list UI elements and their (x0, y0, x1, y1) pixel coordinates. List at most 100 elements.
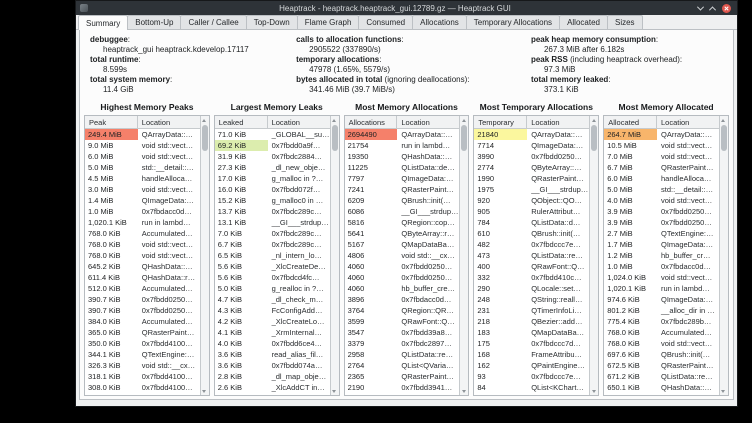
table-row[interactable]: 17.0 KiB g_malloc in ?… (215, 173, 330, 184)
table-row[interactable]: 350.0 KiB 0x7fbdd4100… (85, 338, 200, 349)
table-row[interactable]: 183 QMapDataBa… (474, 327, 589, 338)
table-row[interactable]: 1975 __GI___strdup… (474, 184, 589, 195)
table-row[interactable]: 249.4 MiB QArrayData::… (85, 129, 200, 140)
table-row[interactable]: 162 QPaintEngine… (474, 360, 589, 371)
table-row[interactable]: 1,020.1 KiB run in lambd… (85, 217, 200, 228)
scroll-down-icon[interactable] (330, 387, 339, 395)
scrollbar-thumb[interactable] (591, 125, 598, 151)
table-row[interactable]: 390.7 KiB 0x7fbdd0250… (85, 294, 200, 305)
table-row[interactable]: 3.6 KiB read_alias_fil… (215, 349, 330, 360)
table-row[interactable]: 290 QLocale::set… (474, 283, 589, 294)
table-row[interactable]: 974.6 KiB QImageData:… (604, 294, 719, 305)
table-row[interactable]: 1990 QRasterPaint… (474, 173, 589, 184)
table-row[interactable]: 610 QBrush::init(… (474, 228, 589, 239)
table-row[interactable]: 264.7 MiB QArrayData::… (604, 129, 719, 140)
table-row[interactable]: 71.0 KiB _GLOBAL__su… (215, 129, 330, 140)
table-row[interactable]: 390.7 KiB 0x7fbdd0250… (85, 305, 200, 316)
table-row[interactable]: 7.0 KiB 0x7fbdc289c… (215, 228, 330, 239)
value-column-header[interactable]: Peak (85, 116, 138, 128)
table-row[interactable]: 3547 0x7fbdd39a8… (345, 327, 460, 338)
table-row[interactable]: 697.6 KiB QBrush::init(… (604, 349, 719, 360)
scrollbar-track[interactable] (460, 124, 469, 387)
table-row[interactable]: 482 0x7fbdccc7e… (474, 239, 589, 250)
table-row[interactable]: 672.5 KiB QRasterPaint… (604, 360, 719, 371)
table-row[interactable]: 11225 QListData::de… (345, 162, 460, 173)
table-row[interactable]: 10.5 MiB void std::vect… (604, 140, 719, 151)
vertical-scrollbar[interactable] (459, 116, 469, 395)
tab-temporary-allocations[interactable]: Temporary Allocations (465, 15, 561, 29)
table-row[interactable]: 3990 0x7fbdd0250… (474, 151, 589, 162)
scrollbar-thumb[interactable] (331, 125, 338, 151)
table-row[interactable]: 384.0 KiB Accumulated… (85, 316, 200, 327)
table-row[interactable]: 2.7 MiB QTextEngine:… (604, 228, 719, 239)
table-row[interactable]: 288.4 KiB__alloc_dir in … (85, 393, 200, 395)
value-column-header[interactable]: Leaked (215, 116, 268, 128)
table-row[interactable]: 1,020.1 KiB run in lambd… (604, 283, 719, 294)
table-row[interactable]: 905 RulerAttribut… (474, 206, 589, 217)
table-row[interactable]: 93 0x7fbdccc7e… (474, 371, 589, 382)
table-row[interactable]: 3.9 MiB 0x7fbdd0250… (604, 206, 719, 217)
table-row[interactable]: 19350 QHashData::… (345, 151, 460, 162)
table-row[interactable]: 308.0 KiB 0x7fbdd4100… (85, 382, 200, 393)
table-row[interactable]: 4.2 KiB _XlcCreateLo… (215, 316, 330, 327)
table-row[interactable]: 4.0 KiB 0x7fbdd6ce4… (215, 338, 330, 349)
table-row[interactable]: 784 QListData::d… (474, 217, 589, 228)
table-row[interactable]: 768.0 KiB void std::vect… (604, 338, 719, 349)
location-column-header[interactable]: Location (141, 117, 171, 127)
table-row[interactable]: 3599 QRawFont::Q… (345, 316, 460, 327)
scroll-down-icon[interactable] (590, 387, 599, 395)
vertical-scrollbar[interactable] (589, 116, 599, 395)
table-row[interactable]: 3.6 KiB 0x7fbdd074a… (215, 360, 330, 371)
scrollbar-track[interactable] (590, 124, 599, 387)
table-row[interactable]: 21840 QArrayData::… (474, 129, 589, 140)
table-row[interactable]: 7.0 MiB void std::vect… (604, 151, 719, 162)
table-row[interactable]: 2190 0x7fbdd3941… (345, 382, 460, 393)
table-row[interactable]: 16.0 KiB 0x7fbdd072f… (215, 184, 330, 195)
table-header[interactable]: Leaked Location (214, 116, 330, 129)
table-row[interactable]: 1.0 MiB 0x7fbdacc0d… (604, 261, 719, 272)
table-row[interactable]: 9.0 MiB void std::vect… (85, 140, 200, 151)
table-row[interactable]: 4060 0x7fbdd0250… (345, 272, 460, 283)
table-row[interactable]: 1.7 MiB QImageData:… (604, 239, 719, 250)
table-row[interactable]: 2958 QListData::re… (345, 349, 460, 360)
table-row[interactable]: 248 QString::reall… (474, 294, 589, 305)
table-row[interactable]: 768.0 KiB Accumulated… (604, 327, 719, 338)
vertical-scrollbar[interactable] (718, 116, 728, 395)
table-row[interactable]: 2.6 KiB _XlcAddCT in… (215, 382, 330, 393)
table-row[interactable]: 1.2 MiB hb_buffer_cr… (604, 250, 719, 261)
scroll-up-icon[interactable] (200, 116, 209, 124)
table-row[interactable]: 15.2 KiB g_malloc0 in … (215, 195, 330, 206)
table-row[interactable]: 332 0x7fbdd410c… (474, 272, 589, 283)
table-row[interactable]: 4.3 KiB FcConfigAdd… (215, 305, 330, 316)
table-row[interactable]: 6086 __GI___strdup… (345, 206, 460, 217)
table-header[interactable]: Peak Location (85, 116, 200, 129)
scrollbar-thumb[interactable] (201, 125, 208, 151)
table-header[interactable]: Allocated Location (604, 116, 719, 129)
table-row[interactable]: 473 QListData::re… (474, 250, 589, 261)
tab-flame-graph[interactable]: Flame Graph (296, 15, 360, 29)
scrollbar-thumb[interactable] (720, 125, 727, 151)
tab-summary[interactable]: Summary (78, 15, 129, 30)
tab-sizes[interactable]: Sizes (606, 15, 643, 29)
table-row[interactable]: 326.3 KiB void std::__cx… (85, 360, 200, 371)
table-row[interactable]: 3764 QRegion::QR… (345, 305, 460, 316)
table-row[interactable]: 7714 QImageData:… (474, 140, 589, 151)
table-row[interactable]: 5.0 KiB g_realloc in ?… (215, 283, 330, 294)
table-row[interactable]: 231 QTimerInfoLi… (474, 305, 589, 316)
scroll-down-icon[interactable] (719, 387, 728, 395)
scroll-up-icon[interactable] (590, 116, 599, 124)
scrollbar-track[interactable] (200, 124, 209, 387)
table-row[interactable]: 1.0 MiB 0x7fbdacc0d… (85, 206, 200, 217)
table-row[interactable]: 7797 QImageData:… (345, 173, 460, 184)
table-row[interactable]: 650.1 KiB QHashData::… (604, 382, 719, 393)
scrollbar-track[interactable] (330, 124, 339, 387)
table-row[interactable]: 365.0 KiB QRasterPaint… (85, 327, 200, 338)
table-row[interactable]: 611.4 KiB QHashData::r… (85, 272, 200, 283)
table-header[interactable]: Allocations Location (344, 116, 460, 129)
table-row[interactable]: 13.1 KiB __GI___strdup… (215, 217, 330, 228)
scrollbar-track[interactable] (719, 124, 728, 387)
table-row[interactable]: 6.0 MiB handleAlloca… (604, 173, 719, 184)
table-row[interactable]: 4060 0x7fbdd0250… (345, 261, 460, 272)
tab-caller-callee[interactable]: Caller / Callee (180, 15, 247, 29)
table-row[interactable]: 2.0 KiBFcFontSetAd… (215, 393, 330, 395)
